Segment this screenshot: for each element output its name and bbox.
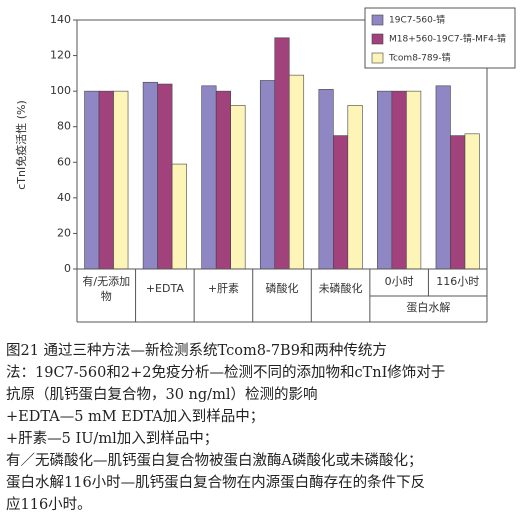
y-tick-label: 100 — [50, 84, 71, 97]
x-tick-label: +肝素 — [207, 282, 240, 295]
legend-swatch — [371, 33, 384, 45]
bar — [450, 135, 466, 270]
chart: cTnI免疫活性 (%) 0 20 40 60 80 100 120 140 19C7-560-… — [14, 7, 516, 323]
bar — [215, 90, 231, 270]
bar — [259, 80, 276, 270]
plot-frame — [76, 19, 488, 270]
y-tick-label: 20 — [57, 226, 71, 239]
bar — [157, 83, 173, 270]
x-tick-label: +EDTA — [145, 282, 184, 295]
bar — [391, 90, 407, 270]
legend-label: Tcom8-789-锖 — [388, 52, 451, 64]
caption-line: +EDTA—5 mM EDTA加入到样品中； — [6, 409, 265, 425]
bar — [201, 85, 217, 270]
caption: 图21 通过三种方法—新检测系统Tcom8-7B9和两种传统方法：19C7-56… — [6, 340, 518, 516]
x-tick-label: 磷酸化 — [265, 282, 299, 295]
y-axis-label: cTnI免疫活性 (%) — [14, 100, 28, 190]
bar — [406, 90, 422, 270]
caption-line: 蛋白水解116小时—肌钙蛋白复合物在内源蛋白酶存在的条件下反 — [6, 475, 426, 491]
legend-swatch — [371, 52, 384, 64]
bar — [171, 163, 187, 270]
y-tick-label: 120 — [50, 49, 71, 62]
bar — [113, 90, 129, 270]
y-tick-label: 40 — [57, 191, 71, 204]
caption-line: +肝素—5 IU/ml加入到样品中； — [6, 431, 219, 447]
bar — [318, 89, 334, 270]
bar — [333, 135, 349, 270]
bar — [142, 81, 158, 270]
bar — [377, 90, 393, 270]
legend: 19C7-560-锖 M18+560-19C7-锖-MF4-锖 Tcom8-789-… — [364, 7, 516, 69]
caption-line: 抗原（肌钙蛋白复合物，30 ng/ml）检测的影响 — [6, 387, 318, 403]
bar — [464, 133, 480, 270]
bar — [98, 90, 114, 270]
bar — [230, 105, 246, 270]
x-tick-label: 0小时 — [384, 275, 414, 288]
caption-line: 法：19C7-560和2+2免疫分析—检测不同的添加物和cTnI修饰对于 — [6, 365, 446, 381]
y-tick-label: 60 — [57, 155, 71, 168]
y-tick-label: 140 — [50, 13, 71, 26]
bar — [288, 74, 305, 270]
caption-line: 应116小时。 — [6, 497, 92, 513]
legend-box — [364, 7, 516, 69]
x-tick-label: 未磷酸化 — [318, 282, 363, 295]
caption-line: 有／无磷酸化—肌钙蛋白复合物被蛋白激酶A磷酸化或未磷酸化； — [6, 453, 423, 469]
y-tick-label: 80 — [57, 120, 71, 133]
caption-line: 图21 通过三种方法—新检测系统Tcom8-7B9和两种传统方 — [6, 343, 387, 359]
bar — [347, 105, 363, 270]
bar — [435, 85, 451, 270]
legend-label: M18+560-19C7-锖-MF4-锖 — [389, 33, 506, 45]
y-tick-label: 0 — [64, 262, 71, 275]
legend-label: 19C7-560-锖 — [389, 14, 445, 26]
bar — [84, 90, 100, 270]
x-tick-label: 有/无添加物 — [82, 275, 131, 303]
group-label: 蛋白水解 — [406, 301, 451, 314]
x-tick-label: 116小时 — [436, 275, 480, 288]
legend-swatch — [371, 14, 384, 26]
bar — [274, 37, 290, 270]
